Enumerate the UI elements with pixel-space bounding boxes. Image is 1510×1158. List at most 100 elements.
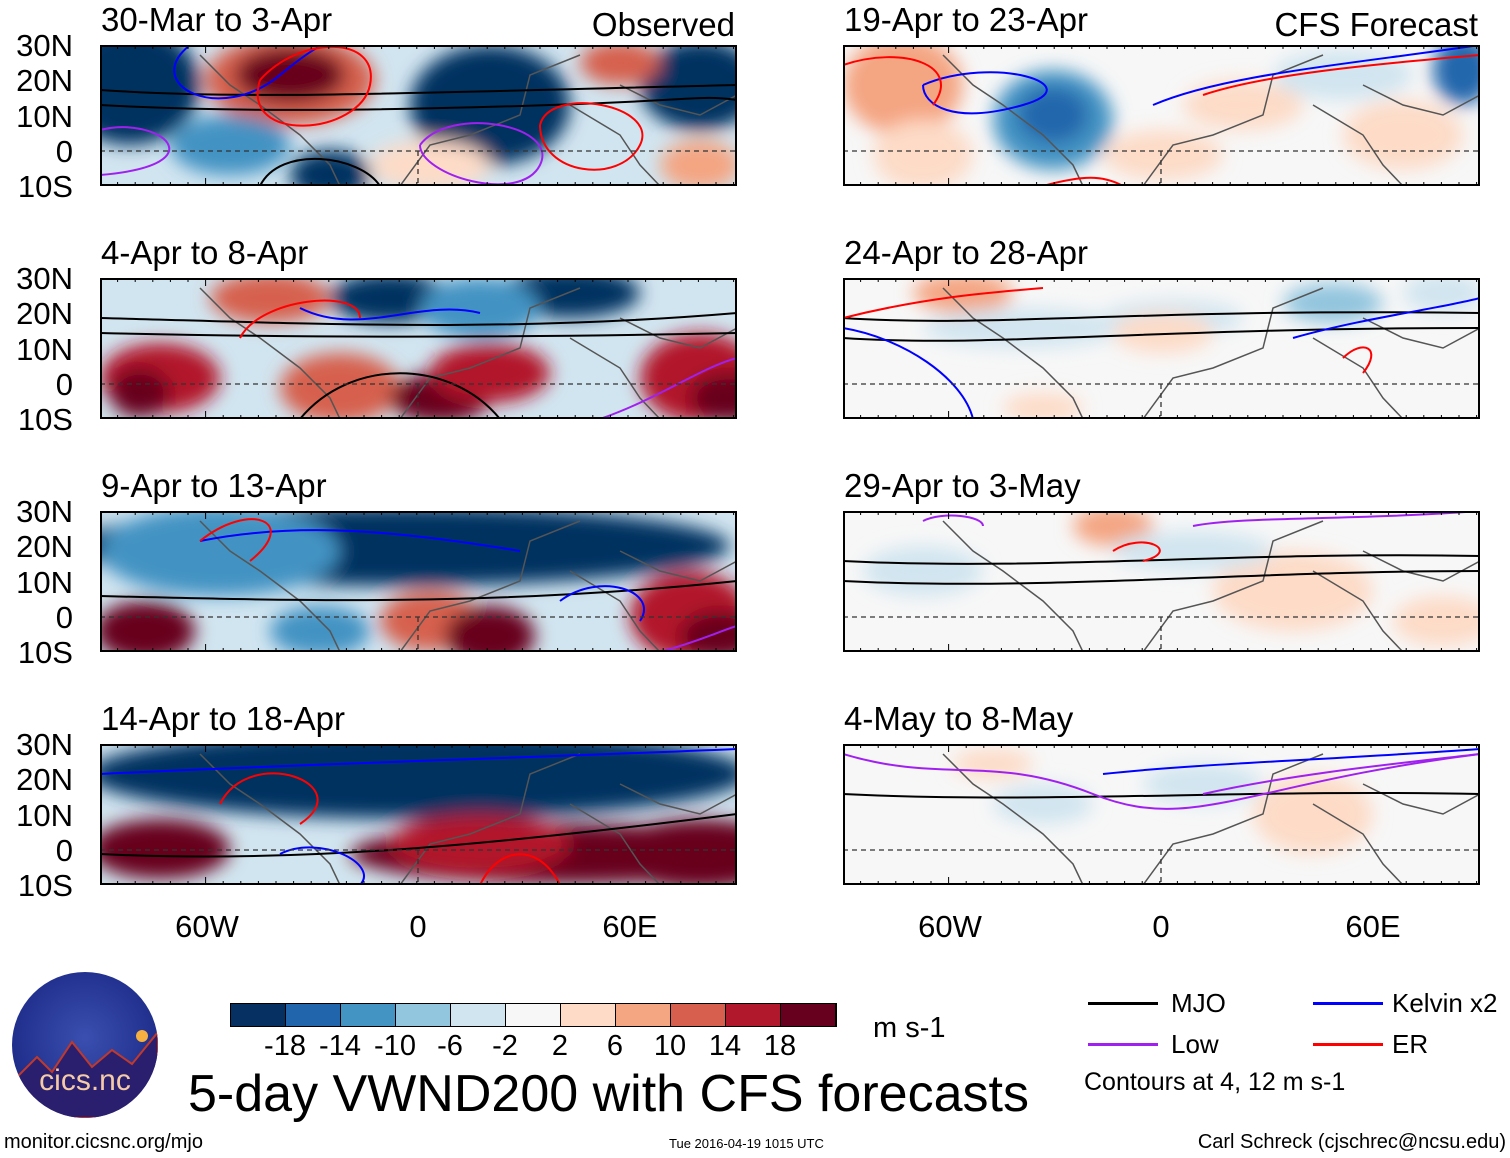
contour-line — [843, 327, 1480, 342]
coastlines — [199, 287, 737, 419]
contour-line — [659, 625, 737, 652]
contour-line — [922, 71, 1048, 115]
contour-line — [100, 84, 737, 96]
colorbar-swatch — [726, 1004, 781, 1026]
contour-line — [173, 45, 390, 100]
lat-label: 0 — [55, 134, 73, 169]
colorbar-swatch — [451, 1004, 506, 1026]
colorbar-tick-label: 6 — [606, 1030, 624, 1062]
contour-line — [1342, 346, 1373, 374]
lat-label: 0 — [55, 833, 73, 868]
anomaly-region — [280, 353, 400, 419]
contour-line — [843, 311, 1480, 322]
lat-label: 10S — [17, 635, 73, 670]
panel-title: 29-Apr to 3-May — [844, 467, 1081, 504]
contour-line — [100, 748, 737, 775]
contour-line — [843, 287, 1044, 319]
coastlines — [199, 520, 737, 652]
anomaly-region — [1283, 283, 1383, 323]
anomaly-region — [1018, 87, 1088, 143]
map-panel — [843, 278, 1480, 419]
anomaly-region — [235, 47, 345, 103]
lat-label: 10N — [16, 798, 73, 833]
coastlines — [942, 520, 1480, 652]
contour-line — [299, 307, 481, 321]
contour-line — [843, 570, 1480, 585]
anomaly-region — [420, 278, 540, 338]
contour-line — [279, 846, 365, 885]
colorbar-tick-label: 18 — [763, 1030, 797, 1062]
colorbar-tick-label: -2 — [492, 1030, 518, 1062]
anomaly-region — [1003, 393, 1083, 419]
lat-label: 10S — [17, 402, 73, 437]
contour-line — [843, 791, 1480, 799]
lat-label: 10N — [16, 565, 73, 600]
coastlines — [942, 753, 1480, 885]
legend-er-line — [1313, 1043, 1383, 1046]
colorbar-swatch — [781, 1004, 836, 1026]
legend-kelvin-label: Kelvin x2 — [1392, 988, 1498, 1018]
colorbar-swatch — [396, 1004, 451, 1026]
contour-line — [1152, 45, 1480, 106]
lon-label: 0 — [409, 909, 427, 944]
panel-title: 4-Apr to 8-Apr — [101, 234, 309, 271]
coastlines — [942, 54, 1480, 186]
contour-line — [100, 813, 737, 858]
lat-label: 20N — [16, 296, 73, 331]
contour-line — [299, 372, 501, 419]
lat-label: 20N — [16, 529, 73, 564]
contour-line — [100, 580, 737, 602]
contour-line — [1192, 511, 1480, 527]
anomaly-region — [953, 749, 1033, 779]
panel-frame — [843, 45, 1480, 186]
contour-line — [559, 585, 645, 622]
anomaly-region — [993, 784, 1093, 824]
coastlines — [942, 287, 1480, 419]
map-panel — [843, 511, 1480, 652]
lat-label: 10S — [17, 868, 73, 903]
colorbar-tick-label: -10 — [374, 1030, 416, 1062]
panel-title: 19-Apr to 23-Apr — [844, 1, 1088, 38]
panel-frame — [843, 744, 1480, 885]
contour-line — [479, 853, 561, 885]
contour-line — [100, 96, 737, 111]
anomaly-region — [1433, 45, 1480, 105]
map-panel — [843, 45, 1480, 186]
anomaly-region — [100, 744, 737, 819]
anomaly-region — [390, 814, 570, 874]
cics-logo: cics.nc — [12, 972, 158, 1118]
anomaly-region — [170, 115, 290, 175]
source-url[interactable]: monitor.cicsnc.org/mjo — [4, 1131, 203, 1153]
anomaly-region — [1113, 531, 1273, 571]
anomaly-region — [1253, 774, 1373, 854]
credit: Carl Schreck (cjschrec@ncsu.edu) — [1197, 1131, 1506, 1153]
colorbar-units: m s-1 — [873, 1012, 946, 1044]
panel-frame — [100, 278, 737, 419]
map-panel — [100, 45, 737, 186]
contour-line — [239, 299, 361, 339]
contour-line — [1102, 748, 1480, 775]
lat-label: 20N — [16, 63, 73, 98]
colorbar-tick-label: 10 — [653, 1030, 687, 1062]
anomaly-region — [1213, 551, 1373, 631]
legend-er-label: ER — [1392, 1029, 1429, 1059]
contour-line — [922, 514, 984, 527]
lat-label: 10N — [16, 332, 73, 367]
lon-label: 60W — [175, 909, 239, 944]
lat-label: 10N — [16, 99, 73, 134]
anomaly-region — [1273, 50, 1413, 100]
lat-label: 0 — [55, 367, 73, 402]
lat-label: 0 — [55, 600, 73, 635]
panel-frame — [100, 744, 737, 885]
panel-frame — [843, 511, 1480, 652]
anomaly-region — [445, 606, 535, 652]
coastlines — [199, 753, 737, 885]
colorbar-tick-label: 14 — [708, 1030, 742, 1062]
legend-mjo-label: MJO — [1171, 988, 1226, 1018]
contour-line — [100, 126, 171, 176]
contour-line — [843, 327, 974, 419]
anomaly-region — [1103, 130, 1223, 180]
colorbar-swatch — [616, 1004, 671, 1026]
map-panel — [843, 744, 1480, 885]
